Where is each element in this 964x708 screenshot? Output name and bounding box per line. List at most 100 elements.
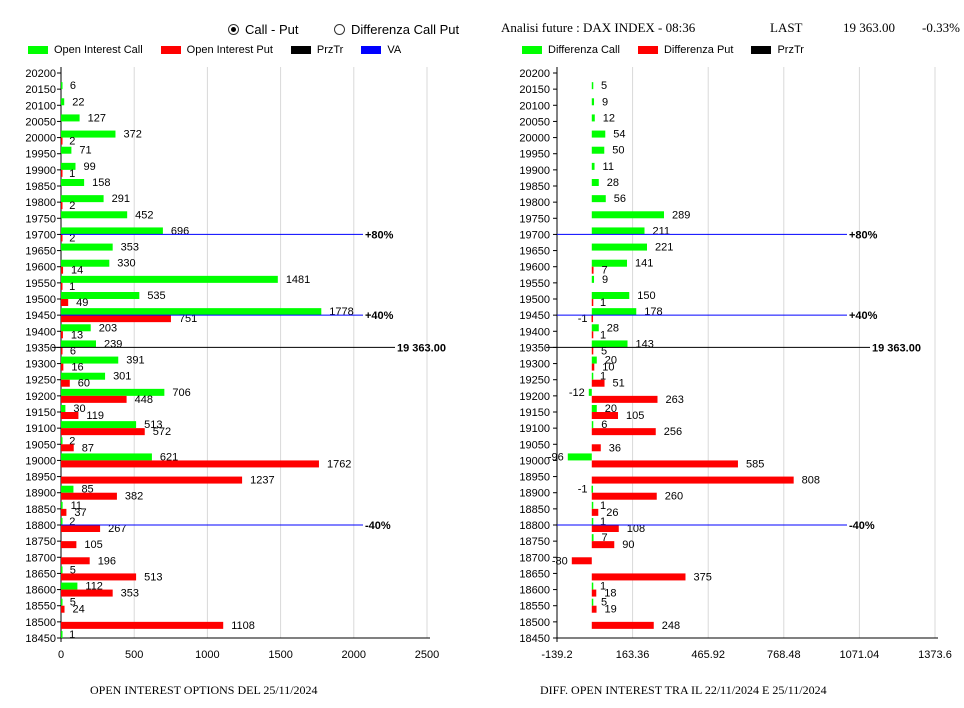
y-tick-label: 19750 (519, 213, 550, 225)
put-bar (61, 460, 319, 468)
x-tick-label: 465.92 (691, 649, 725, 661)
legend-item: Open Interest Put (160, 44, 273, 56)
bar-value-label: 2 (69, 232, 75, 244)
caption-left: OPEN INTEREST OPTIONS DEL 25/11/2024 (90, 683, 318, 697)
legend-item: PrzTr (751, 44, 804, 56)
bar-value-label: 2 (69, 516, 75, 528)
bar-value-label: 37 (74, 507, 86, 519)
y-tick-label: 18850 (25, 504, 56, 516)
y-tick-label: 20050 (519, 116, 550, 128)
put-bar (61, 605, 65, 613)
bar-value-label: 105 (626, 410, 644, 422)
call-bar (591, 259, 628, 267)
caption-right: DIFF. OPEN INTEREST TRA IL 22/11/2024 E … (540, 683, 827, 697)
x-tick-label: 1500 (268, 649, 292, 661)
put-bar (61, 492, 117, 500)
x-tick-label: 1373.6 (918, 649, 952, 661)
put-bar (61, 428, 145, 436)
bar-value-label: -96 (548, 451, 564, 463)
x-tick-label: 2000 (342, 649, 366, 661)
bar-value-label: 808 (802, 475, 820, 487)
y-tick-label: 18750 (519, 536, 550, 548)
call-bar (61, 501, 63, 509)
y-tick-label: 19950 (25, 149, 56, 161)
bar-value-label: 178 (644, 306, 662, 318)
y-tick-label: 18800 (519, 520, 550, 532)
call-bar (61, 485, 74, 493)
legend-label: PrzTr (316, 44, 344, 56)
bar-value-label: 2 (69, 435, 75, 447)
x-tick-label: 768.48 (767, 649, 801, 661)
bar-value-label: 6 (601, 419, 607, 431)
radio-call-put[interactable]: Call - Put (228, 22, 298, 37)
y-tick-label: 19800 (25, 197, 56, 209)
y-tick-label: 19200 (519, 391, 550, 403)
y-tick-label: 19500 (519, 294, 550, 306)
y-tick-label: 19200 (25, 391, 56, 403)
bar-value-label: 6 (70, 80, 76, 92)
bar-value-label: 5 (601, 597, 607, 609)
put-bar (591, 541, 615, 549)
legend-left: Open Interest Call Open Interest Put Prz… (28, 44, 419, 56)
bar-value-label: 11 (603, 161, 614, 173)
radio-diff-call-put[interactable]: Differenza Call Put (334, 22, 459, 37)
y-tick-label: 19900 (519, 165, 550, 177)
last-label: LAST (770, 20, 803, 35)
y-tick-label: 19550 (519, 278, 550, 290)
put-bar (61, 525, 101, 532)
bar-value-label: 513 (144, 419, 162, 431)
call-bar (61, 518, 63, 525)
call-bar (591, 82, 594, 90)
y-tick-label: 19450 (519, 310, 550, 322)
y-tick-label: 19350 (25, 342, 56, 354)
bar-value-label: 751 (179, 313, 197, 325)
legend-right: Differenza Call Differenza Put PrzTr (522, 44, 822, 56)
y-tick-label: 19300 (25, 359, 56, 371)
x-tick-label: 1000 (195, 649, 219, 661)
y-tick-label: 19250 (25, 375, 56, 387)
put-bar (591, 379, 605, 387)
call-bar (591, 405, 597, 412)
y-tick-label: 18450 (25, 633, 56, 645)
y-tick-label: 19900 (25, 165, 56, 177)
bar-value-label: 112 (85, 581, 103, 593)
y-tick-label: 19850 (519, 181, 550, 193)
y-tick-label: 19100 (25, 423, 56, 435)
legend-item: Open Interest Call (28, 44, 143, 56)
put-bar (591, 444, 601, 452)
y-tick-label: 18950 (25, 472, 56, 484)
put-bar (61, 379, 70, 387)
put-bar (61, 395, 127, 403)
call-bar (591, 211, 664, 219)
call-bar (591, 98, 595, 106)
y-tick-label: 19550 (25, 278, 56, 290)
y-tick-label: 19650 (25, 246, 56, 258)
y-tick-label: 18800 (25, 520, 56, 532)
bar-value-label: 51 (613, 378, 625, 390)
bar-value-label: 49 (76, 297, 88, 309)
reference-label: +40% (849, 310, 878, 322)
call-bar (61, 243, 113, 251)
y-tick-label: 18650 (25, 568, 56, 580)
put-bar (571, 557, 592, 565)
bar-value-label: 22 (72, 96, 84, 108)
bar-value-label: 60 (78, 378, 90, 390)
y-tick-label: 18650 (519, 568, 550, 580)
y-tick-label: 18550 (25, 601, 56, 613)
put-bar (61, 363, 64, 371)
legend-label: VA (387, 44, 402, 56)
bar-value-label: 1 (69, 629, 75, 641)
put-bar (591, 589, 597, 597)
y-tick-label: 18950 (519, 472, 550, 484)
call-bar (591, 195, 606, 203)
bar-value-label: 1 (600, 329, 606, 341)
reference-label: +40% (365, 310, 394, 322)
bar-value-label: 2 (69, 200, 75, 212)
call-bar (591, 275, 595, 283)
radio-selected-icon (228, 24, 239, 35)
bar-value-label: 382 (125, 491, 143, 503)
y-tick-label: 18500 (25, 617, 56, 629)
put-bar (61, 137, 63, 145)
call-bar (61, 292, 140, 299)
put-bar (591, 605, 597, 613)
